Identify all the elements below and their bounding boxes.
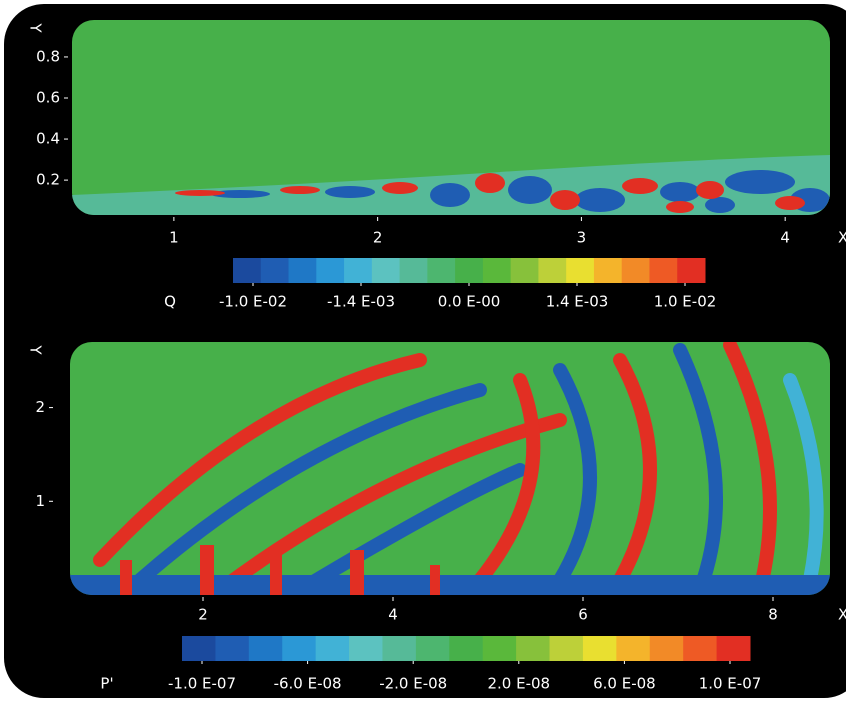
colorbar-swatch xyxy=(215,636,249,661)
colorbar-swatch xyxy=(677,258,705,283)
colorbar-swatch xyxy=(349,636,383,661)
y-tick-label: 0.8 xyxy=(36,47,60,65)
colorbar-swatch xyxy=(344,258,372,283)
x-tick-label: 8 xyxy=(768,606,778,624)
colorbar-swatch xyxy=(650,636,684,661)
colorbar-swatch xyxy=(233,258,261,283)
colorbar-swatch xyxy=(261,258,289,283)
colorbar-tick-label: -2.0 E-08 xyxy=(379,675,447,693)
field-q xyxy=(72,20,830,215)
x-tick-label: 6 xyxy=(578,606,588,624)
colorbar-swatch xyxy=(717,636,751,661)
colorbar-tick-label: 1.4 E-03 xyxy=(546,293,609,311)
y-axis-label: Y xyxy=(27,22,45,33)
x-tick-label: 4 xyxy=(780,229,790,247)
colorbar-swatch xyxy=(249,636,283,661)
colorbar-swatch xyxy=(538,258,566,283)
colorbar-tick-label: 0.0 E-00 xyxy=(438,293,501,311)
colorbar-tick-label: 2.0 E-08 xyxy=(487,675,550,693)
x-tick-label: 1 xyxy=(169,229,179,247)
colorbar-swatch xyxy=(316,258,344,283)
colorbar-swatch xyxy=(455,258,483,283)
colorbar-tick-label: -1.0 E-02 xyxy=(219,293,287,311)
x-axis-label: X xyxy=(838,229,846,247)
x-axis-label: X xyxy=(838,606,846,624)
colorbar-tick-label: -1.0 E-07 xyxy=(168,675,236,693)
colorbar-label: Q xyxy=(164,293,176,311)
colorbar-swatch xyxy=(622,258,650,283)
colorbar-swatch xyxy=(316,636,350,661)
figure: 1 2 3 4 0.2 0.4 0.6 0.8 Y X Q -1.0 E-02 -1.4 E-03 0.0… xyxy=(0,0,846,702)
colorbar-tick-label: -6.0 E-08 xyxy=(274,675,342,693)
colorbar-swatch xyxy=(483,258,511,283)
colorbar-swatch xyxy=(583,636,617,661)
colorbar-swatch xyxy=(282,636,316,661)
colorbar-swatch xyxy=(372,258,400,283)
colorbar-swatch xyxy=(182,636,216,661)
colorbar-swatch xyxy=(511,258,539,283)
colorbar-swatch xyxy=(616,636,650,661)
colorbar-swatch xyxy=(566,258,594,283)
colorbar-swatch xyxy=(550,636,584,661)
colorbar-swatch xyxy=(400,258,428,283)
colorbar-swatch xyxy=(427,258,455,283)
x-tick-label: 4 xyxy=(388,606,398,624)
x-tick-label: 2 xyxy=(198,606,208,624)
colorbar-tick-label: -1.4 E-03 xyxy=(327,293,395,311)
colorbar-swatch xyxy=(382,636,416,661)
colorbar-swatch xyxy=(683,636,717,661)
colorbar-swatch xyxy=(483,636,517,661)
colorbar-swatch xyxy=(416,636,450,661)
colorbar-label: P' xyxy=(100,675,113,693)
field-p xyxy=(70,342,830,595)
colorbar-swatch xyxy=(289,258,317,283)
y-tick-label: 0.4 xyxy=(36,130,60,148)
x-tick-label: 2 xyxy=(373,229,383,247)
colorbar-swatch xyxy=(649,258,677,283)
colorbar-tick-label: 1.0 E-07 xyxy=(699,675,762,693)
y-tick-label: 2 xyxy=(35,398,45,416)
x-tick-label: 3 xyxy=(577,229,587,247)
colorbar-swatch xyxy=(516,636,550,661)
colorbar-swatch xyxy=(449,636,483,661)
y-tick-label: 0.2 xyxy=(36,171,60,189)
y-tick-label: 1 xyxy=(35,492,45,510)
colorbar-swatch xyxy=(594,258,622,283)
colorbar-tick-label: 6.0 E-08 xyxy=(593,675,656,693)
y-tick-label: 0.6 xyxy=(36,89,60,107)
colorbar-tick-label: 1.0 E-02 xyxy=(654,293,717,311)
y-axis-label: Y xyxy=(27,344,45,355)
